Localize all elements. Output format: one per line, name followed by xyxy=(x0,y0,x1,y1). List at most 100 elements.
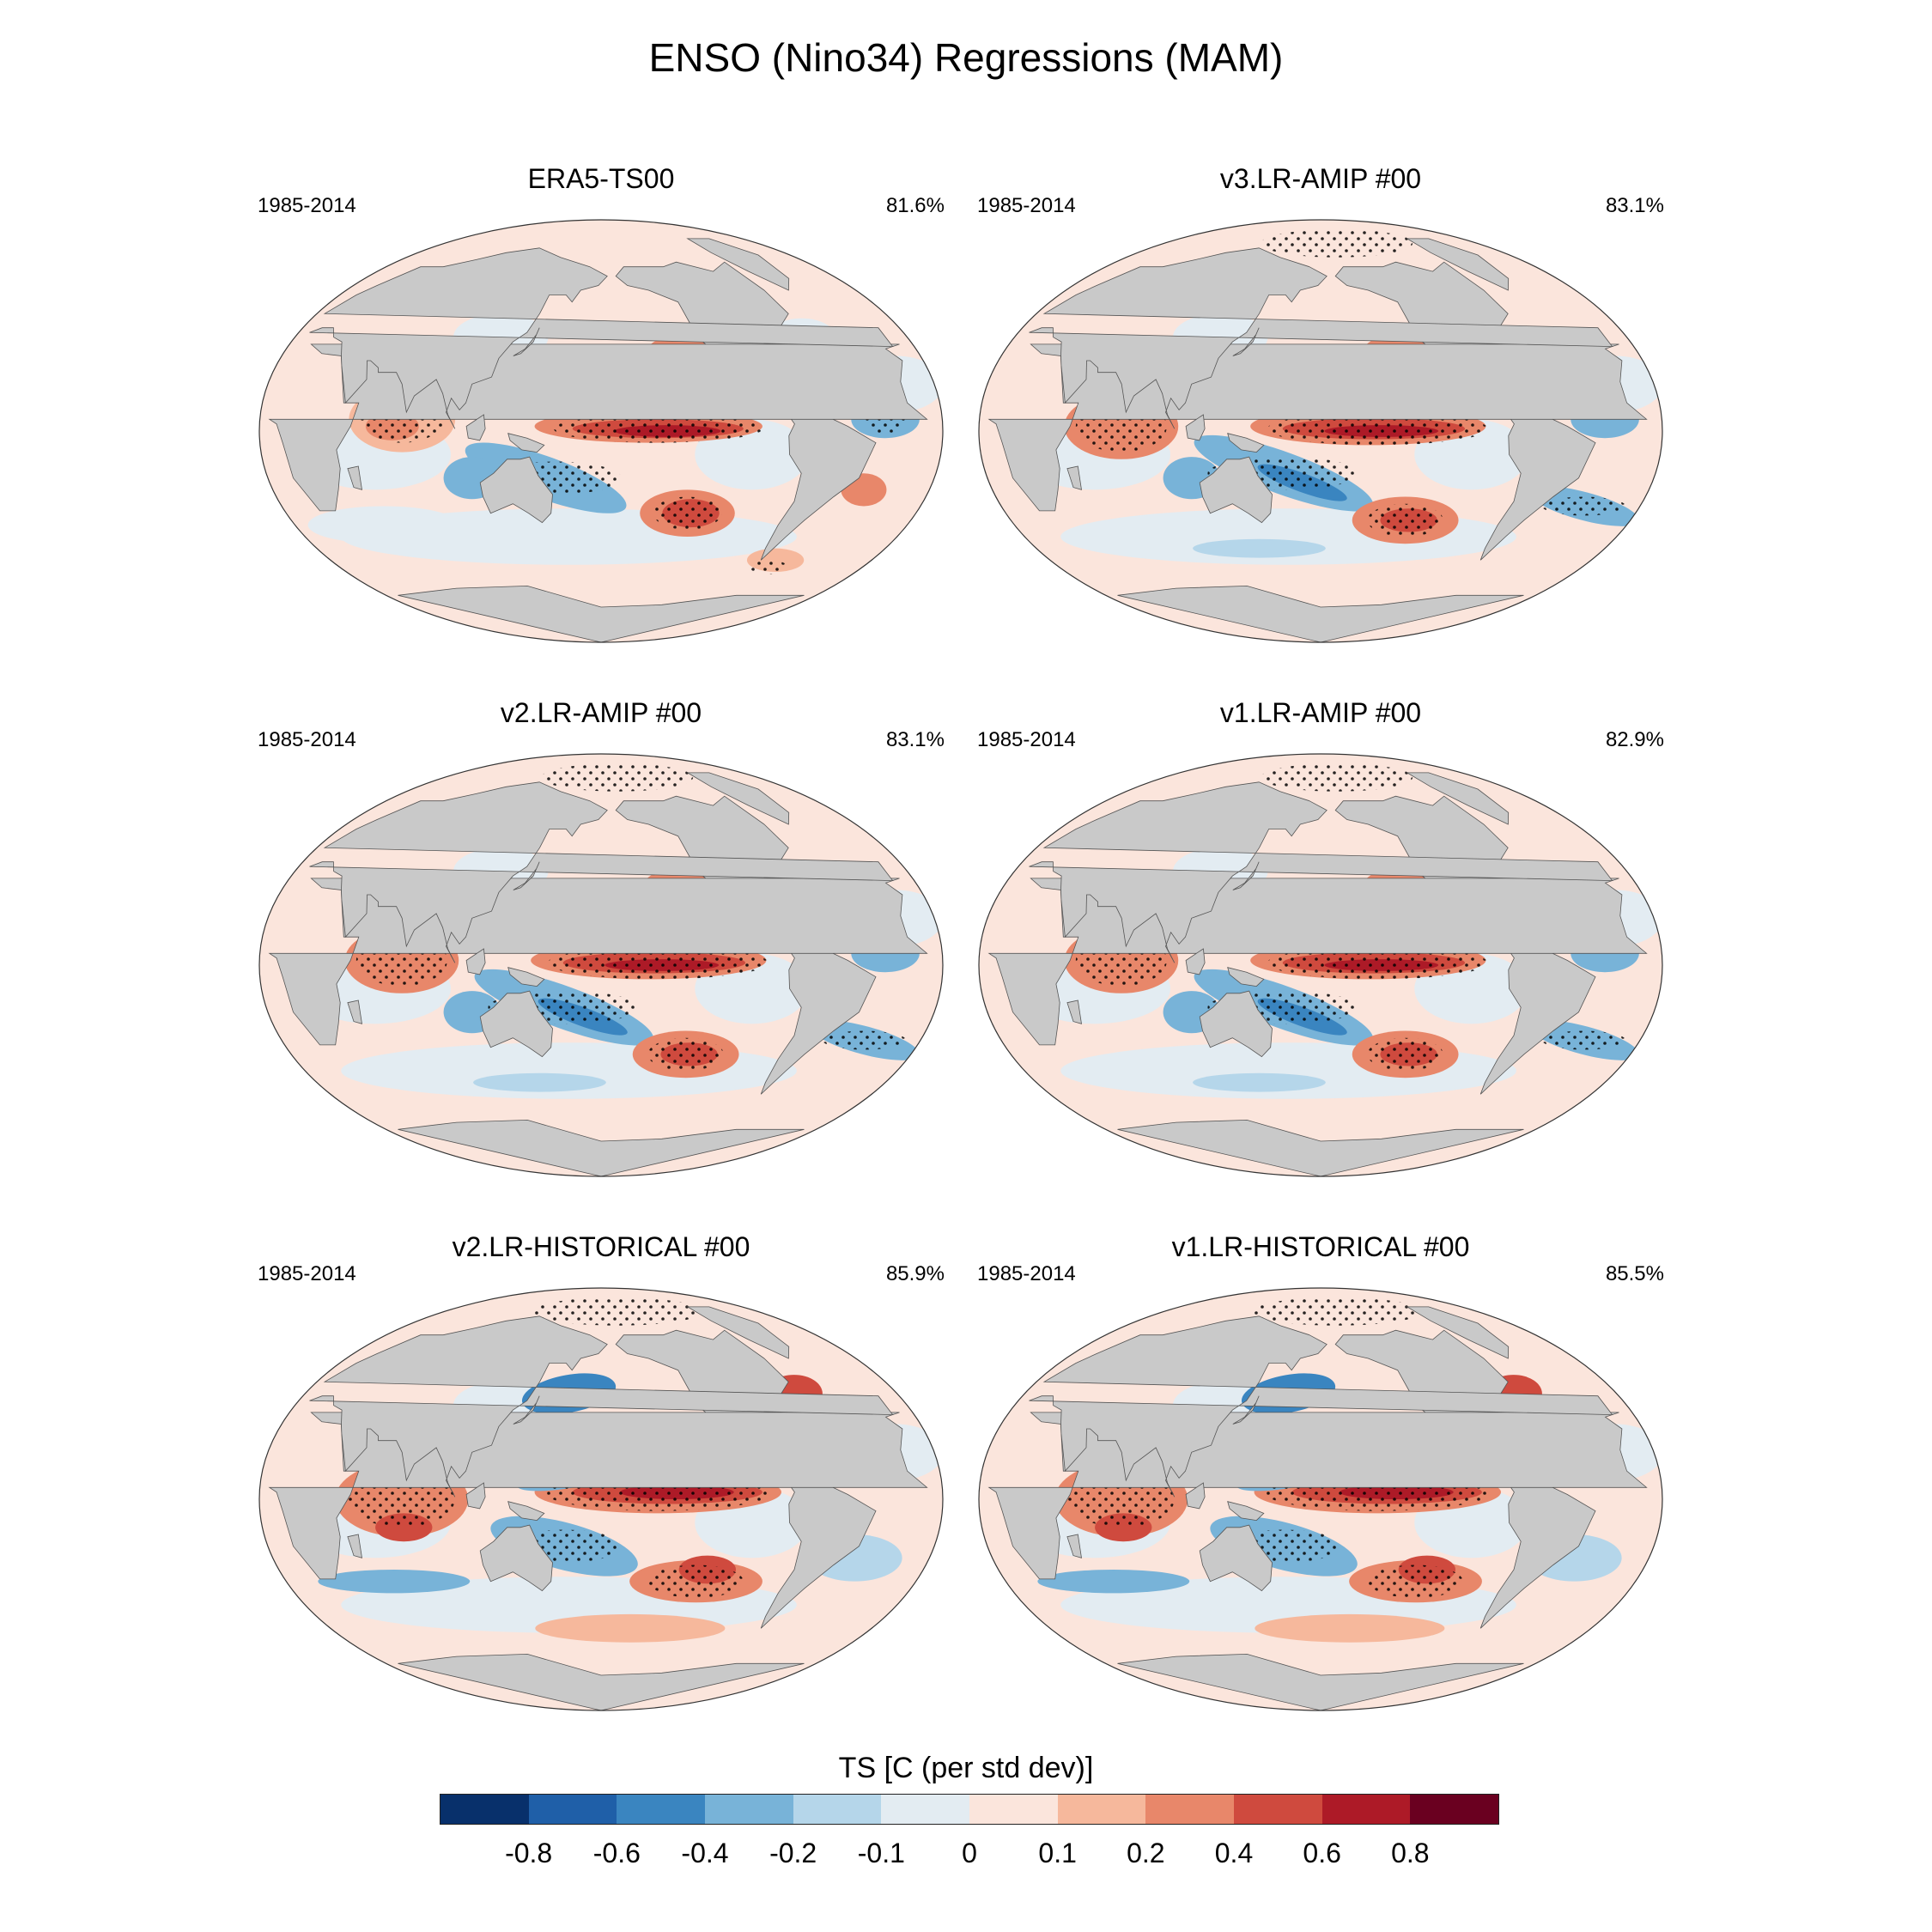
panel-percent: 82.9% xyxy=(1605,728,1664,751)
land-greenland xyxy=(1406,1306,1510,1359)
land-antarctica xyxy=(398,1119,805,1176)
panel-years: 1985-2014 xyxy=(977,1262,1076,1285)
panel-v2-historical: v2.LR-HISTORICAL #00 1985-2014 85.9% xyxy=(258,1231,945,1712)
land-borneo xyxy=(465,414,486,441)
anomaly-contour xyxy=(307,506,460,544)
land-africa xyxy=(268,1412,928,1580)
land-australia xyxy=(479,1524,553,1592)
colorbar-tick-label: 0.6 xyxy=(1303,1838,1341,1868)
land-newguinea xyxy=(507,433,545,453)
colorbar-box xyxy=(705,1795,793,1824)
panel-percent: 83.1% xyxy=(1605,194,1664,217)
map-v2-historical xyxy=(258,1287,944,1711)
colorbar-box xyxy=(440,1795,529,1824)
land-japan xyxy=(513,327,540,356)
land-madagascar xyxy=(1066,1534,1082,1558)
panel-years: 1985-2014 xyxy=(977,194,1076,217)
land-greenland xyxy=(1406,772,1510,825)
land-africa xyxy=(987,1412,1648,1580)
land-newguinea xyxy=(1227,1501,1265,1522)
land-madagascar xyxy=(347,465,362,490)
map-era5 xyxy=(258,219,944,643)
colorbar-tick-label: 0.1 xyxy=(1038,1838,1077,1868)
land-madagascar xyxy=(347,1534,362,1558)
panel-title: v2.LR-AMIP #00 xyxy=(500,697,702,728)
significance-stippling xyxy=(541,762,694,792)
significance-stippling xyxy=(548,946,769,980)
colorbar-tick-label: -0.4 xyxy=(681,1838,729,1868)
anomaly-contour xyxy=(473,1072,606,1092)
panel-percent: 85.9% xyxy=(885,1262,945,1285)
colorbar-tick-label: -0.1 xyxy=(857,1838,905,1868)
significance-stippling xyxy=(1261,228,1413,258)
significance-stippling xyxy=(647,1037,724,1071)
land-eurasia xyxy=(1029,781,1613,963)
land-borneo xyxy=(1185,948,1206,975)
colorbar-box xyxy=(881,1795,970,1824)
colorbar xyxy=(440,1794,1499,1825)
panel-percent: 81.6% xyxy=(885,194,945,217)
colorbar-tick-label: -0.6 xyxy=(592,1838,641,1868)
land-eurasia xyxy=(309,1315,894,1498)
colorbar-box xyxy=(528,1795,617,1824)
map-v1-amip xyxy=(978,753,1663,1177)
colorbar-box xyxy=(617,1795,706,1824)
colorbar-tick-label: -0.8 xyxy=(505,1838,553,1868)
land-borneo xyxy=(465,1482,486,1510)
colorbar-box xyxy=(1410,1795,1499,1824)
land-australia xyxy=(479,990,553,1058)
panel-v3-amip: v3.LR-AMIP #00 1985-2014 83.1% xyxy=(977,163,1664,644)
colorbar-tick-label: 0.4 xyxy=(1214,1838,1254,1868)
panel-v1-amip: v1.LR-AMIP #00 1985-2014 82.9% xyxy=(977,697,1664,1178)
land-eurasia xyxy=(1029,247,1613,429)
land-japan xyxy=(1232,1395,1260,1425)
panel-era5: ERA5-TS00 1985-2014 81.6% xyxy=(258,163,945,644)
land-antarctica xyxy=(398,585,805,642)
colorbar-box xyxy=(793,1795,882,1824)
panel-years: 1985-2014 xyxy=(258,194,356,217)
panel-v2-amip: v2.LR-AMIP #00 1985-2014 83.1% xyxy=(258,697,945,1178)
panel-title: v2.LR-HISTORICAL #00 xyxy=(452,1231,750,1262)
colorbar-box xyxy=(969,1795,1058,1824)
map-v1-historical xyxy=(978,1287,1663,1711)
panel-title: v1.LR-HISTORICAL #00 xyxy=(1171,1231,1470,1262)
panel-title: ERA5-TS00 xyxy=(527,163,675,194)
land-africa xyxy=(268,343,928,512)
land-australia xyxy=(479,456,553,524)
land-japan xyxy=(1232,861,1260,890)
panel-v1-historical: v1.LR-HISTORICAL #00 1985-2014 85.5% xyxy=(977,1231,1664,1712)
land-antarctica xyxy=(1117,1653,1524,1710)
panel-years: 1985-2014 xyxy=(258,728,356,751)
land-newguinea xyxy=(1227,967,1265,987)
significance-stippling xyxy=(1251,1297,1423,1326)
land-antarctica xyxy=(1117,1119,1524,1176)
anomaly-contour xyxy=(1193,1072,1326,1092)
panel-percent: 85.5% xyxy=(1605,1262,1664,1285)
map-border xyxy=(258,219,944,643)
significance-stippling xyxy=(1368,1564,1463,1598)
map-border xyxy=(258,1287,944,1711)
land-newguinea xyxy=(507,967,545,987)
land-africa xyxy=(268,878,928,1046)
main-title: ENSO (Nino34) Regressions (MAM) xyxy=(648,35,1284,80)
panel-title: v1.LR-AMIP #00 xyxy=(1219,697,1422,728)
colorbar-box xyxy=(1234,1795,1322,1824)
land-borneo xyxy=(1185,414,1206,441)
colorbar-tick-label: 0.2 xyxy=(1127,1838,1165,1868)
significance-stippling xyxy=(1541,1030,1626,1050)
significance-stippling xyxy=(1367,1037,1443,1071)
significance-stippling xyxy=(750,560,788,574)
land-greenland xyxy=(686,1306,790,1359)
colorbar-box xyxy=(1145,1795,1235,1824)
land-japan xyxy=(513,861,540,890)
land-africa xyxy=(987,878,1648,1046)
land-eurasia xyxy=(309,247,894,429)
map-v2-amip xyxy=(258,753,944,1177)
map-border xyxy=(258,753,944,1177)
land-japan xyxy=(1232,327,1260,356)
panel-years: 1985-2014 xyxy=(258,1262,356,1285)
land-greenland xyxy=(686,238,790,291)
significance-stippling xyxy=(1367,503,1443,537)
anomaly-contour xyxy=(535,1613,726,1643)
colorbar-title: TS [C (per std dev)] xyxy=(838,1752,1094,1784)
